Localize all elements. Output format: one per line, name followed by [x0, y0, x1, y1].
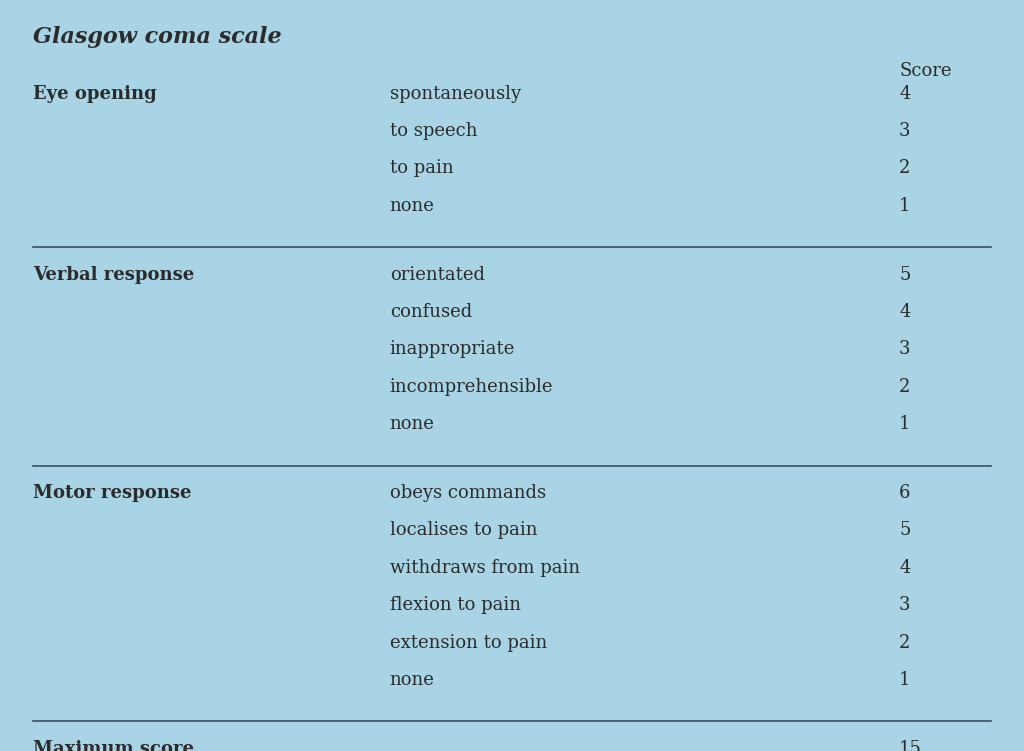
Text: 1: 1 — [899, 415, 910, 433]
Text: 2: 2 — [899, 159, 910, 177]
Text: spontaneously: spontaneously — [390, 85, 521, 103]
Text: 5: 5 — [899, 521, 910, 539]
Text: 4: 4 — [899, 303, 910, 321]
Text: 3: 3 — [899, 596, 910, 614]
Text: Maximum score: Maximum score — [34, 740, 195, 751]
Text: 4: 4 — [899, 559, 910, 577]
Text: 1: 1 — [899, 671, 910, 689]
Text: 3: 3 — [899, 340, 910, 358]
Text: Motor response: Motor response — [34, 484, 191, 502]
Text: extension to pain: extension to pain — [390, 634, 547, 652]
Text: orientated: orientated — [390, 266, 484, 284]
Text: incomprehensible: incomprehensible — [390, 378, 553, 396]
Text: 1: 1 — [899, 197, 910, 215]
Text: to pain: to pain — [390, 159, 454, 177]
Text: 4: 4 — [899, 85, 910, 103]
Text: 6: 6 — [899, 484, 910, 502]
Text: flexion to pain: flexion to pain — [390, 596, 521, 614]
Text: none: none — [390, 415, 434, 433]
Text: Score: Score — [899, 62, 951, 80]
Text: confused: confused — [390, 303, 472, 321]
Text: none: none — [390, 197, 434, 215]
Text: obeys commands: obeys commands — [390, 484, 546, 502]
Text: withdraws from pain: withdraws from pain — [390, 559, 580, 577]
Text: 15: 15 — [899, 740, 922, 751]
Text: none: none — [390, 671, 434, 689]
Text: 5: 5 — [899, 266, 910, 284]
Text: 2: 2 — [899, 634, 910, 652]
Text: 3: 3 — [899, 122, 910, 140]
Text: Glasgow coma scale: Glasgow coma scale — [34, 26, 282, 48]
Text: to speech: to speech — [390, 122, 477, 140]
Text: 2: 2 — [899, 378, 910, 396]
Text: Verbal response: Verbal response — [34, 266, 195, 284]
Text: Eye opening: Eye opening — [34, 85, 157, 103]
Text: localises to pain: localises to pain — [390, 521, 538, 539]
Text: inappropriate: inappropriate — [390, 340, 515, 358]
